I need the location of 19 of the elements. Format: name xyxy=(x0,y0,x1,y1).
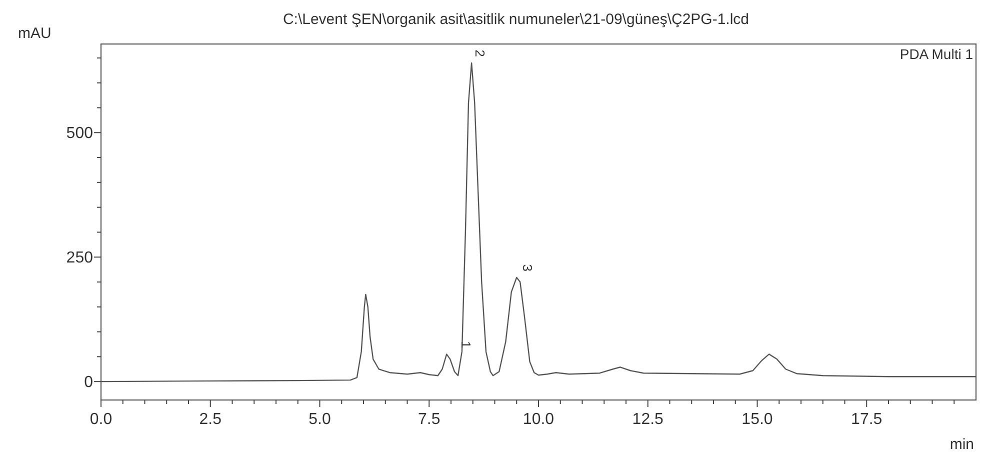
x-tick-label: 17.5 xyxy=(851,411,882,428)
y-axis-title: mAU xyxy=(18,25,52,42)
x-tick-label: 15.0 xyxy=(742,411,773,428)
annotation: 1 xyxy=(458,340,474,348)
annotation: 3 xyxy=(520,264,535,272)
x-tick-label: 12.5 xyxy=(632,411,664,428)
chart-title: C:\Levent ŞEN\organik asit\asitlik numuneler\21-09\güneş\Ç2PG-1.lcd xyxy=(282,11,750,28)
x-tick-label: 7.5 xyxy=(418,411,440,428)
y-tick-label: 500 xyxy=(66,125,94,142)
annotation: PDA Multi 1 xyxy=(900,46,974,62)
annotation: 2 xyxy=(472,50,488,57)
y-tick-label: 250 xyxy=(66,250,94,267)
line-series xyxy=(100,62,977,382)
x-tick-label: 10.0 xyxy=(522,411,554,428)
x-tick-label: 0.0 xyxy=(90,411,112,428)
x-axis-title: min xyxy=(950,436,974,453)
y-tick-label: 0 xyxy=(84,374,94,392)
x-tick-label: 5.0 xyxy=(308,411,331,428)
x-tick-label: 2.5 xyxy=(199,411,222,428)
